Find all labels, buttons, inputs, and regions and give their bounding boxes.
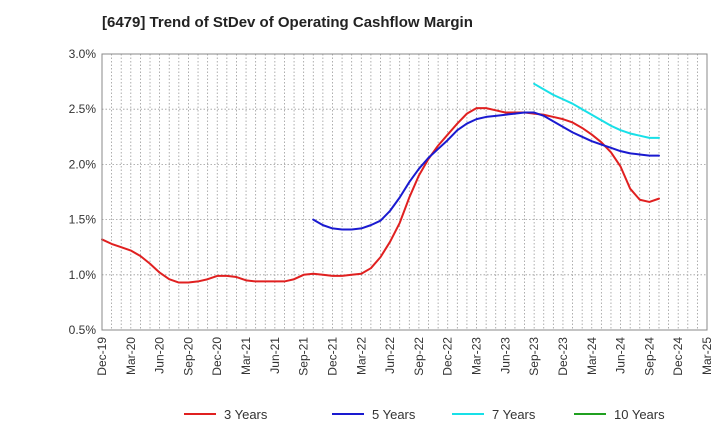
legend-label: 5 Years [372, 407, 416, 422]
x-tick-label: Jun-21 [268, 337, 282, 374]
x-tick-label: Dec-22 [441, 337, 455, 376]
x-tick-label: Dec-20 [210, 337, 224, 376]
x-tick-label: Dec-19 [95, 337, 109, 376]
x-tick-label: Jun-24 [614, 337, 628, 374]
x-tick-label: Jun-22 [383, 337, 397, 374]
x-tick-label: Mar-23 [470, 337, 484, 375]
series-line-7-years [533, 82, 660, 139]
x-tick-label: Mar-22 [354, 337, 368, 375]
x-tick-label: Mar-25 [700, 337, 714, 375]
x-tick-label: Sep-24 [642, 337, 656, 376]
x-tick-label: Jun-23 [498, 337, 512, 374]
y-tick-label: 2.5% [69, 102, 97, 116]
grid-layer [102, 54, 707, 330]
x-tick-label: Sep-20 [181, 337, 195, 376]
legend-item-7-years: 7 Years [452, 407, 536, 422]
x-tick-label: Jun-20 [153, 337, 167, 374]
y-tick-label: 0.5% [69, 323, 97, 337]
plot-area-border [101, 53, 708, 331]
x-tick-label: Sep-21 [297, 337, 311, 376]
legend: 3 Years 5 Years 7 Years 10 Years [184, 407, 665, 422]
series-line-5-years [312, 111, 660, 231]
x-tick-label: Dec-24 [671, 337, 685, 376]
legend-label: 7 Years [492, 407, 536, 422]
y-tick-label: 1.5% [69, 213, 97, 227]
x-tick-label: Dec-21 [325, 337, 339, 376]
y-tick-label: 3.0% [69, 47, 97, 61]
x-tick-label: Mar-21 [239, 337, 253, 375]
legend-label: 10 Years [614, 407, 665, 422]
y-tick-label: 2.0% [69, 157, 97, 171]
y-axis-tick-labels: 0.5% 1.0% 1.5% 2.0% 2.5% 3.0% [69, 47, 97, 337]
legend-item-3-years: 3 Years [184, 407, 268, 422]
x-tick-label: Dec-23 [556, 337, 570, 376]
x-tick-label: Sep-22 [412, 337, 426, 376]
x-tick-label: Mar-24 [585, 337, 599, 375]
legend-label: 3 Years [224, 407, 268, 422]
series-line-3-years [101, 107, 660, 284]
x-tick-label: Sep-23 [527, 337, 541, 376]
series-layer [101, 82, 660, 284]
legend-item-5-years: 5 Years [332, 407, 416, 422]
chart-title: [6479] Trend of StDev of Operating Cashf… [102, 14, 473, 31]
x-tick-label: Mar-20 [124, 337, 138, 375]
x-axis-tick-labels: Dec-19 Mar-20 Jun-20 Sep-20 Dec-20 Mar-21 Jun-… [95, 337, 714, 376]
legend-item-10-years: 10 Years [574, 407, 665, 422]
y-tick-label: 1.0% [69, 268, 97, 282]
